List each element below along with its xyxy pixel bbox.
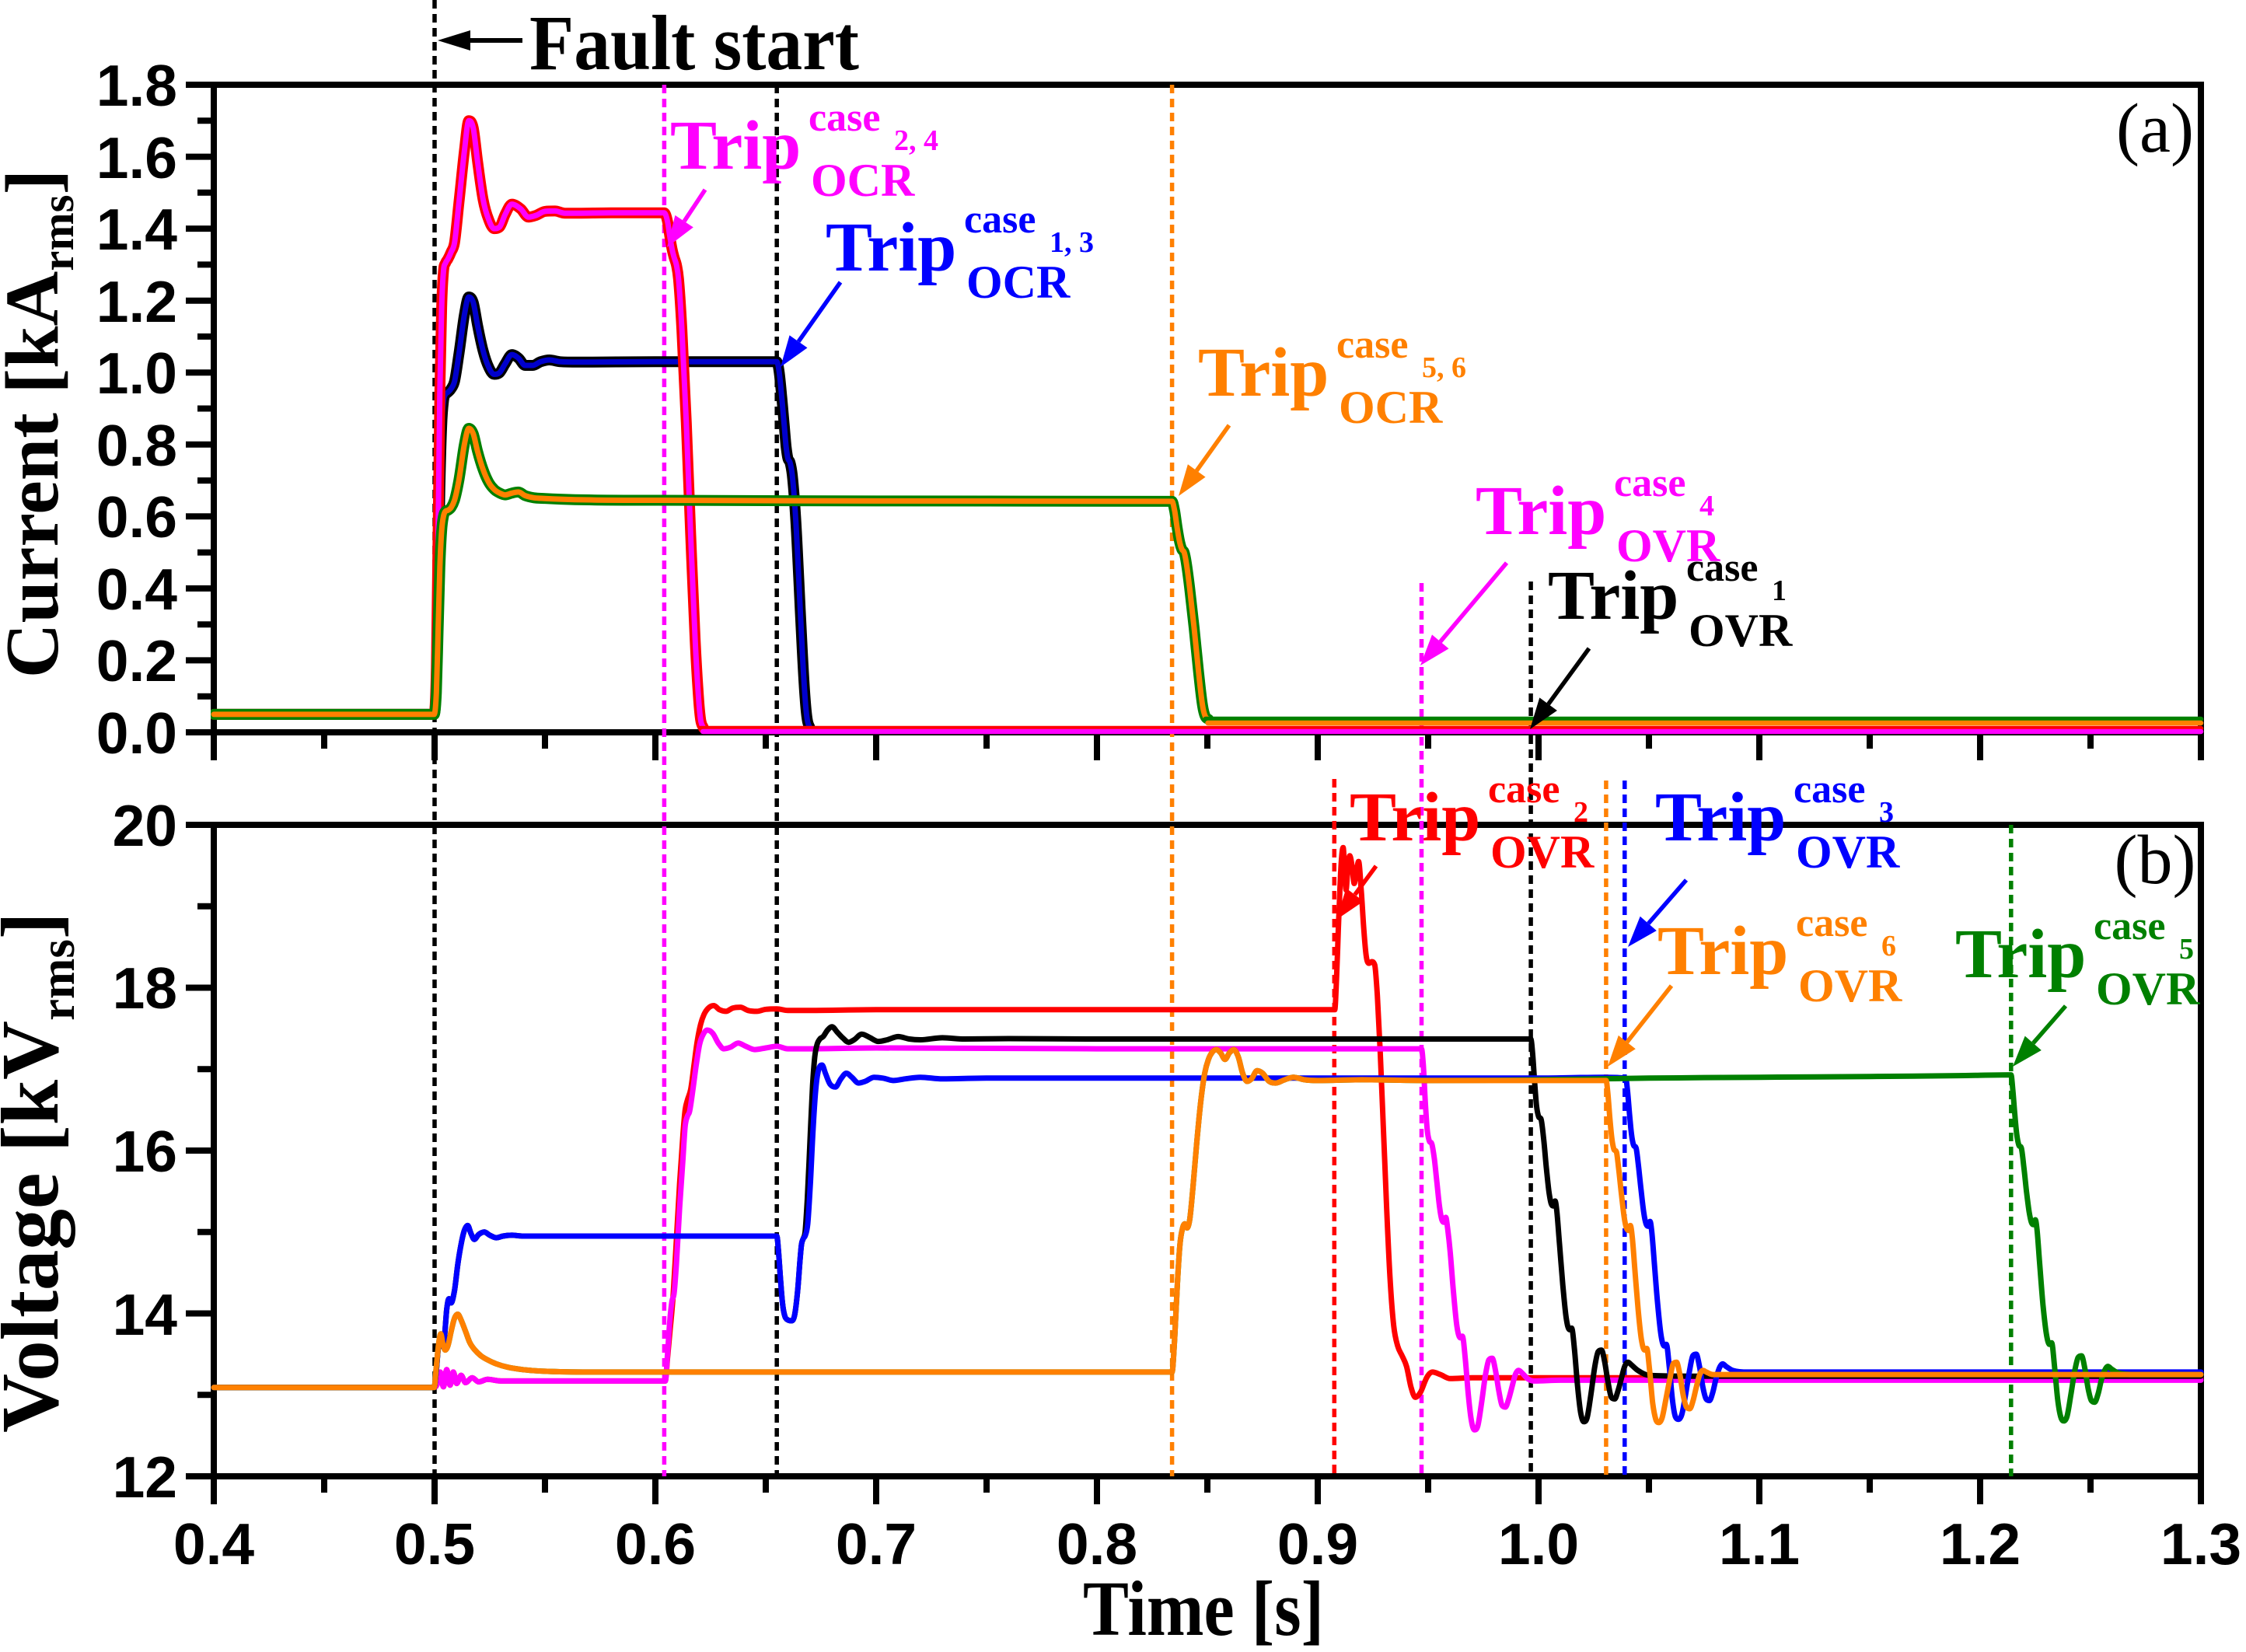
svg-text:OVR: OVR	[1796, 826, 1900, 878]
svg-text:14: 14	[113, 1282, 178, 1347]
svg-text:OVR: OVR	[1490, 826, 1595, 878]
svg-text:Fault start: Fault start	[529, 0, 859, 86]
svg-text:(b): (b)	[2115, 822, 2196, 899]
svg-text:3: 3	[1879, 796, 1894, 829]
svg-text:0.6: 0.6	[96, 484, 177, 550]
svg-text:Voltage [kVrms]: Voltage [kVrms]	[0, 912, 85, 1433]
svg-text:OVR: OVR	[1798, 960, 1902, 1011]
svg-text:2: 2	[1574, 796, 1588, 829]
svg-text:0.4: 0.4	[96, 557, 178, 622]
svg-text:4: 4	[1699, 490, 1714, 522]
svg-text:OCR: OCR	[1339, 382, 1443, 433]
svg-text:Trip: Trip	[1657, 913, 1788, 990]
svg-text:0.2: 0.2	[96, 628, 177, 693]
svg-text:case: case	[1686, 546, 1758, 590]
svg-text:Trip: Trip	[1198, 334, 1329, 411]
svg-text:Trip: Trip	[826, 209, 956, 286]
svg-text:0.0: 0.0	[96, 700, 177, 766]
svg-text:0.5: 0.5	[394, 1511, 475, 1577]
svg-text:1: 1	[1772, 575, 1787, 607]
svg-text:Time [s]: Time [s]	[1083, 1565, 1324, 1652]
svg-text:Trip: Trip	[1548, 557, 1678, 634]
svg-text:0.4: 0.4	[173, 1511, 255, 1577]
svg-text:case: case	[809, 96, 880, 140]
svg-text:16: 16	[113, 1119, 177, 1184]
svg-text:(a): (a)	[2116, 90, 2194, 167]
svg-text:OCR: OCR	[811, 155, 915, 206]
svg-text:Trip: Trip	[1955, 916, 2086, 993]
svg-text:case: case	[1336, 323, 1408, 367]
svg-text:1.0: 1.0	[96, 341, 177, 406]
svg-text:Trip: Trip	[670, 107, 801, 184]
svg-text:18: 18	[113, 955, 177, 1021]
svg-text:Trip: Trip	[1350, 779, 1480, 856]
svg-text:0.6: 0.6	[615, 1511, 696, 1577]
svg-text:1.2: 1.2	[1940, 1511, 2021, 1577]
svg-text:2, 4: 2, 4	[894, 124, 938, 157]
svg-text:1.1: 1.1	[1719, 1511, 1800, 1577]
svg-text:20: 20	[113, 793, 177, 858]
svg-text:case: case	[1796, 901, 1867, 945]
svg-text:6: 6	[1881, 930, 1896, 962]
svg-text:0.9: 0.9	[1277, 1511, 1358, 1577]
svg-text:case: case	[964, 197, 1036, 242]
svg-text:1.0: 1.0	[1498, 1511, 1579, 1577]
svg-text:1.4: 1.4	[96, 197, 178, 262]
svg-text:1.8: 1.8	[96, 53, 177, 118]
svg-text:OCR: OCR	[966, 257, 1071, 308]
svg-text:12: 12	[113, 1444, 177, 1510]
svg-text:1, 3: 1, 3	[1050, 226, 1094, 259]
svg-text:5, 6: 5, 6	[1422, 351, 1466, 384]
svg-text:0.7: 0.7	[836, 1511, 917, 1577]
svg-text:1.2: 1.2	[96, 269, 177, 334]
svg-text:0.8: 0.8	[1057, 1511, 1137, 1577]
svg-text:1.6: 1.6	[96, 125, 177, 190]
svg-text:5: 5	[2179, 933, 2194, 966]
svg-text:1.3: 1.3	[2160, 1511, 2241, 1577]
svg-text:case: case	[1488, 767, 1560, 812]
svg-text:OVR: OVR	[1616, 520, 1720, 571]
svg-text:Trip: Trip	[1476, 473, 1606, 550]
svg-text:case: case	[1614, 461, 1685, 505]
svg-text:Trip: Trip	[1655, 779, 1786, 856]
svg-text:case: case	[1794, 767, 1865, 812]
svg-text:OVR: OVR	[2096, 963, 2200, 1015]
svg-text:case: case	[2094, 904, 2165, 948]
svg-text:OVR: OVR	[1689, 605, 1793, 656]
svg-text:0.8: 0.8	[96, 413, 177, 478]
